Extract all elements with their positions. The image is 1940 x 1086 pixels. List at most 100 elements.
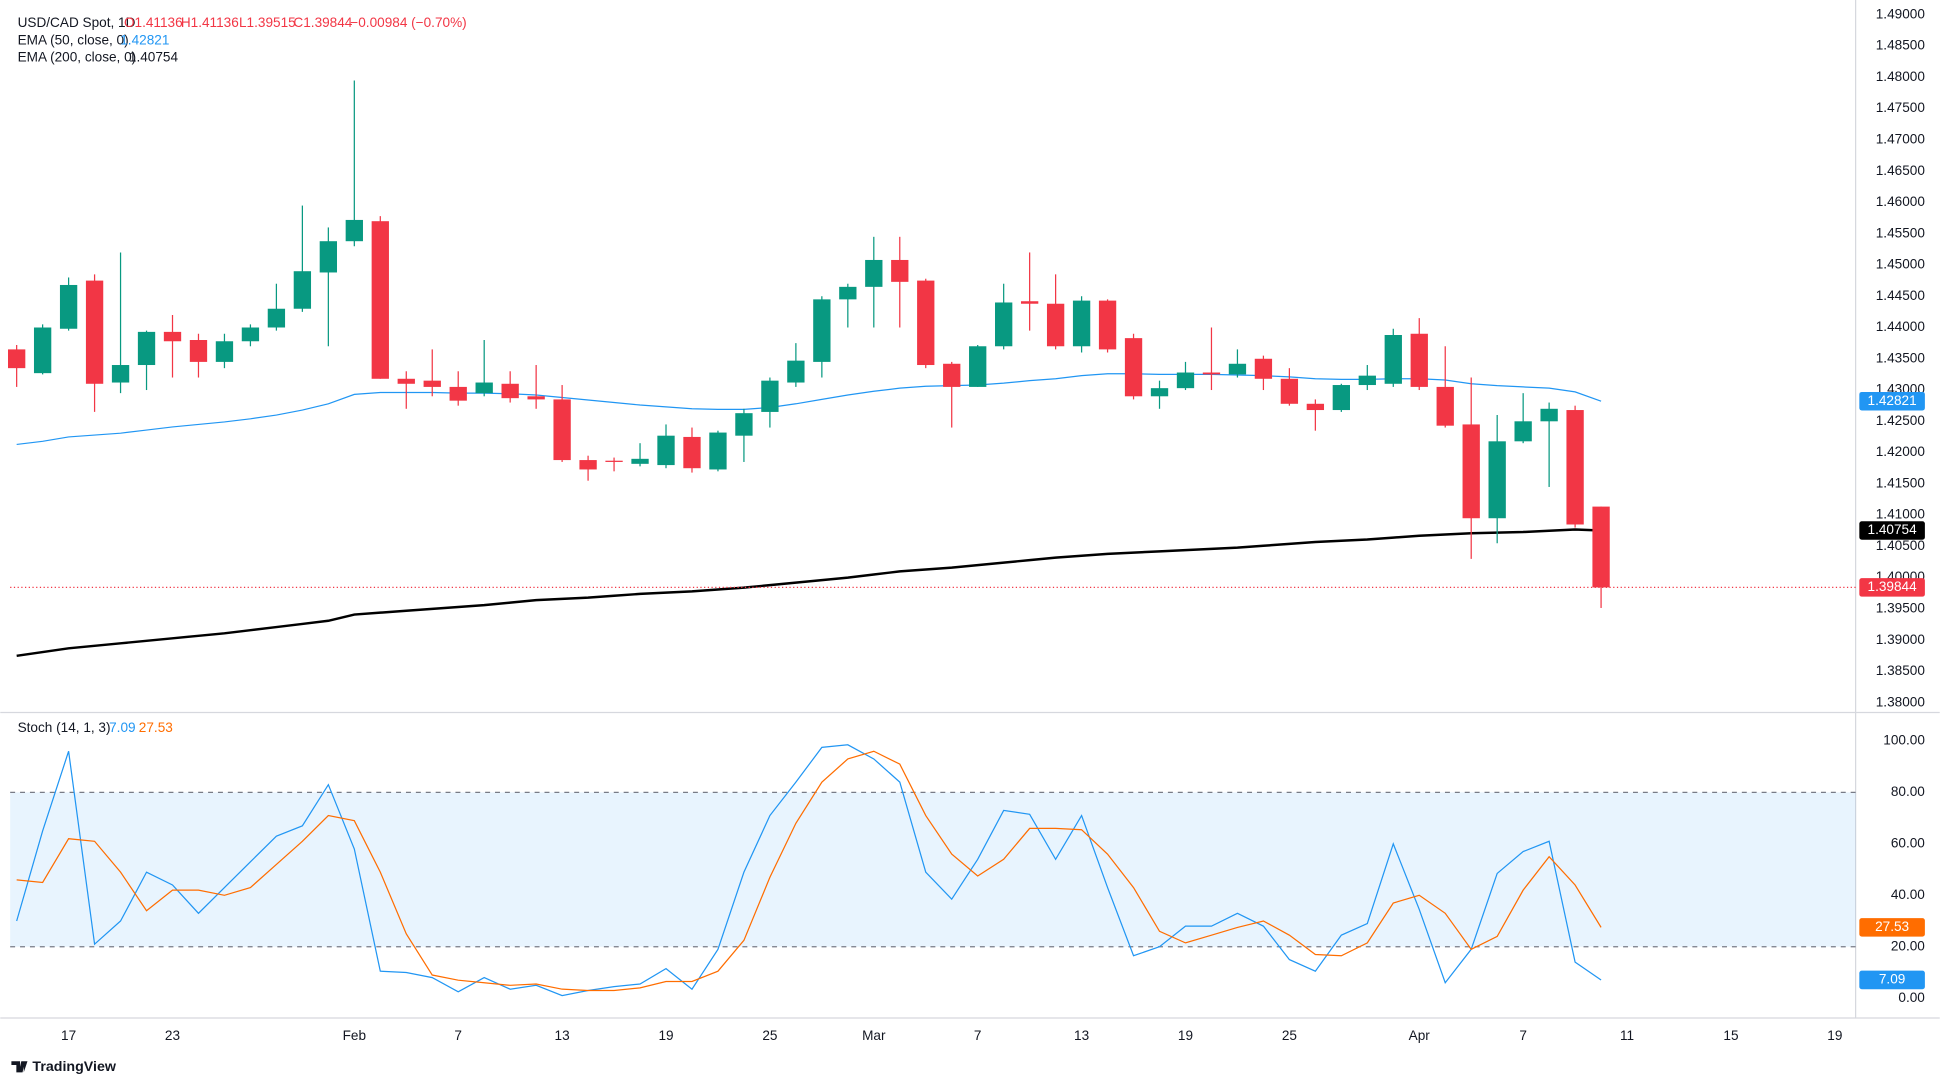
candle-body — [1540, 408, 1558, 422]
y-tick-label: 1.49000 — [1876, 6, 1926, 21]
logo-icon — [11, 1061, 28, 1073]
line — [16, 373, 1602, 446]
x-tick-label: Mar — [862, 1028, 886, 1043]
candle-body — [33, 327, 52, 374]
candle-body — [475, 382, 493, 394]
x-tick-label: 7 — [1519, 1028, 1527, 1043]
x-tick-label: 13 — [1074, 1028, 1089, 1043]
price-tag-label: 1.40754 — [1868, 522, 1918, 537]
y-tick-label: 60.00 — [1891, 835, 1925, 850]
candle-body — [527, 396, 545, 400]
x-tick-label: 25 — [1282, 1028, 1297, 1043]
candle-body — [1150, 388, 1169, 397]
candle-body — [1436, 386, 1454, 426]
price-tag — [1859, 970, 1925, 990]
candle-body — [579, 460, 597, 470]
y-tick-label: 1.45000 — [1876, 257, 1926, 272]
y-tick-label: 80.00 — [1891, 784, 1925, 799]
y-tick-label: 40.00 — [1891, 887, 1925, 902]
y-tick-label: 1.41500 — [1876, 475, 1926, 490]
candle-body — [839, 286, 857, 300]
legend-value: 27.53 — [139, 720, 173, 735]
x-tick-label: 7 — [974, 1028, 982, 1043]
legend-value: 1.40754 — [129, 50, 179, 65]
candle-body — [1332, 385, 1350, 411]
candle-body — [1124, 338, 1143, 397]
candle-body — [1514, 421, 1532, 442]
y-tick-label: 0.00 — [1898, 990, 1925, 1005]
y-tick-label: 1.39000 — [1876, 632, 1926, 647]
candle-body — [1228, 363, 1247, 375]
x-tick-label: 23 — [165, 1028, 180, 1043]
candle-body — [449, 386, 467, 401]
y-tick-label: 20.00 — [1891, 938, 1925, 953]
candle-body — [1072, 300, 1091, 347]
candle-body — [917, 280, 935, 366]
candle-body — [1098, 300, 1117, 350]
y-tick-label: 1.42500 — [1876, 413, 1926, 428]
candle-body — [1566, 410, 1584, 525]
y-tick-label: 1.41000 — [1876, 507, 1926, 522]
candle-body — [137, 331, 156, 366]
candle-body — [1488, 441, 1506, 519]
candle-body — [1254, 358, 1273, 379]
x-tick-label: 13 — [555, 1028, 570, 1043]
candle-body — [111, 365, 130, 383]
symbol-label: USD/CAD Spot, 1D — [18, 15, 136, 30]
y-tick-label: 1.47000 — [1876, 131, 1926, 146]
y-tick-label: 1.47500 — [1876, 100, 1926, 115]
candle-body — [969, 346, 987, 387]
line — [16, 744, 1602, 997]
candle-body — [1462, 424, 1480, 519]
low-label: L1.39515 — [239, 15, 296, 30]
candle-body — [1358, 375, 1376, 386]
change-label: −0.00984 (−0.70%) — [350, 15, 466, 30]
candle-body — [761, 380, 779, 412]
high-label: H1.41136 — [181, 15, 239, 30]
legend-value: 1.42821 — [120, 32, 169, 47]
logo-text: TradingView — [32, 1059, 116, 1075]
legend-name: EMA (200, close, 0) — [18, 50, 137, 65]
candle-body — [163, 331, 182, 342]
candle-body — [995, 302, 1013, 347]
candle-body — [683, 436, 701, 469]
candle-body — [59, 284, 78, 329]
price-tag — [1859, 578, 1925, 597]
candle-body — [241, 327, 260, 342]
x-tick-label: 19 — [1827, 1028, 1842, 1043]
price-tag-label: 1.39844 — [1868, 579, 1918, 594]
candle-body — [215, 341, 234, 362]
x-tick-label: 17 — [61, 1028, 76, 1043]
y-tick-label: 1.39500 — [1876, 601, 1926, 616]
price-tag — [1859, 391, 1925, 411]
candle-body — [1592, 506, 1610, 588]
candle-body — [85, 280, 104, 384]
logo[interactable]: TradingView — [11, 1059, 117, 1075]
candle-body — [1020, 301, 1039, 304]
candle-body — [397, 378, 415, 384]
x-tick-label: 7 — [454, 1028, 462, 1043]
open-label: O1.41136 — [124, 15, 183, 30]
candle-body — [943, 363, 961, 387]
candle-body — [293, 271, 312, 309]
y-tick-label: 1.40500 — [1876, 538, 1926, 553]
candle-body — [735, 413, 753, 436]
candle-body — [1176, 372, 1195, 389]
y-tick-label: 1.46500 — [1876, 163, 1926, 178]
candle-body — [501, 383, 519, 399]
y-tick-label: 1.38000 — [1876, 694, 1926, 709]
candle-body — [657, 435, 675, 466]
candle-body — [1306, 403, 1325, 411]
candle-body — [423, 380, 441, 387]
candle-body — [1046, 303, 1065, 347]
price-tag — [1859, 918, 1925, 937]
x-tick-label: 19 — [1178, 1028, 1193, 1043]
candle-body — [605, 460, 623, 462]
candle-body — [371, 221, 389, 379]
legend-name: EMA (50, close, 0) — [18, 32, 129, 47]
y-tick-label: 1.48000 — [1876, 69, 1926, 84]
candle-body — [631, 458, 649, 464]
price-tag-label: 27.53 — [1875, 919, 1909, 934]
